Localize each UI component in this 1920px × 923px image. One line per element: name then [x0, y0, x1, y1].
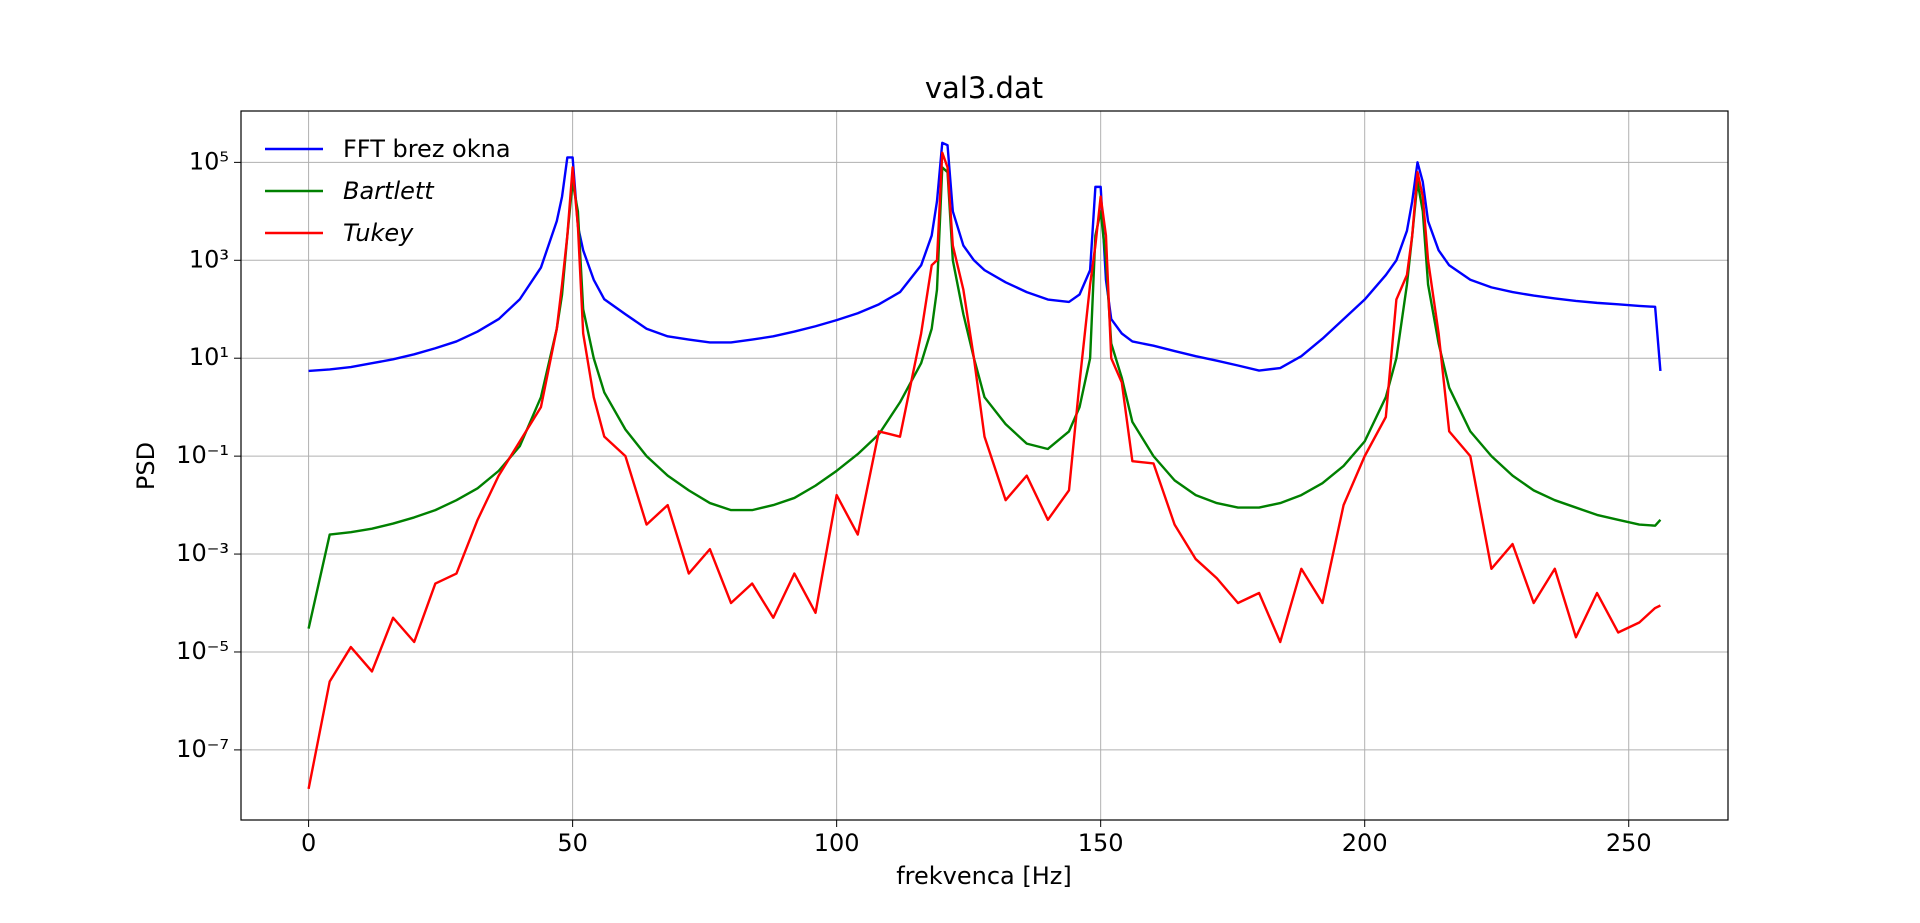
- legend-label: FFT brez okna: [343, 135, 511, 163]
- y-tick-label: 10¹: [189, 343, 229, 371]
- chart-title: val3.dat: [925, 71, 1043, 105]
- y-tick-label: 10⁻¹: [176, 441, 229, 469]
- series-line: [307, 166, 1662, 629]
- x-axis-label: frekvenca [Hz]: [896, 862, 1072, 890]
- plot-frame: [240, 110, 1729, 821]
- y-tick-label: 10⁵: [189, 147, 229, 175]
- x-tick-label: 0: [301, 829, 316, 857]
- y-tick-label: 10⁻⁵: [176, 637, 229, 665]
- x-tick-label: 250: [1606, 829, 1652, 857]
- series-line: [308, 141, 1662, 373]
- series-line: [307, 151, 1661, 790]
- x-tick-label: 200: [1342, 829, 1388, 857]
- y-tick-label: 10⁻⁷: [176, 735, 229, 763]
- y-tick-label: 10³: [189, 245, 229, 273]
- x-tick-label: 150: [1078, 829, 1124, 857]
- legend-label: Tukey: [343, 219, 414, 247]
- y-axis-label: PSD: [132, 442, 160, 490]
- x-tick-label: 100: [814, 829, 860, 857]
- x-tick-label: 50: [557, 829, 588, 857]
- legend-label: Bartlett: [343, 177, 435, 205]
- y-tick-label: 10⁻³: [176, 539, 229, 567]
